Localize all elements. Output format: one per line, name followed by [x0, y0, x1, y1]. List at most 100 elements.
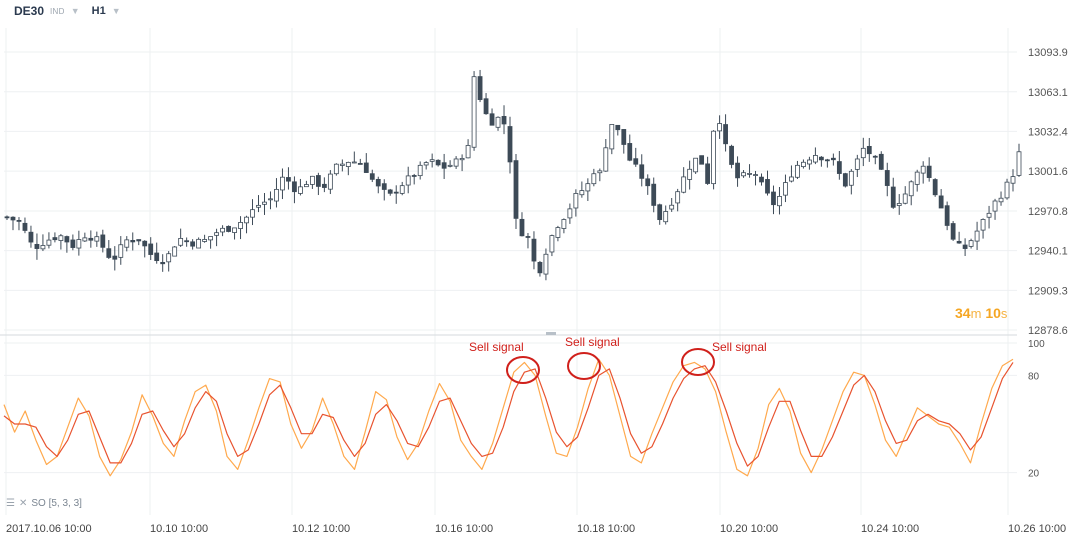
- candle: [537, 260, 543, 277]
- candle: [447, 160, 453, 168]
- candle: [333, 163, 339, 176]
- countdown-seconds-unit: s: [1000, 306, 1008, 321]
- candle: [100, 229, 106, 253]
- candle: [777, 187, 782, 215]
- osc-tick-label: 100: [1028, 339, 1045, 350]
- candle: [34, 233, 40, 260]
- candle: [232, 227, 237, 240]
- candle: [645, 174, 651, 195]
- time-tick-label: 10.18 10:00: [577, 523, 635, 535]
- chevron-down-icon[interactable]: ▼: [111, 6, 121, 16]
- candle: [184, 237, 190, 247]
- candle: [723, 114, 728, 152]
- candle: [298, 178, 303, 196]
- price-tick-label: 12878.6: [1028, 325, 1068, 337]
- candle: [747, 164, 752, 178]
- candle: [693, 157, 699, 174]
- candle: [830, 153, 836, 166]
- candle: [130, 232, 136, 251]
- sell-signal-circle: [506, 356, 540, 384]
- price-tick-label: 13032.4: [1028, 126, 1068, 138]
- candle: [866, 137, 872, 162]
- candle: [154, 242, 160, 264]
- time-tick-label: 10.10 10:00: [150, 523, 208, 535]
- candle: [106, 240, 112, 259]
- candle: [208, 236, 213, 249]
- time-tick-label: 10.26 10:00: [1008, 523, 1066, 535]
- sell-signal-label: Sell signal: [469, 340, 524, 354]
- candle: [124, 236, 130, 252]
- candle: [405, 166, 411, 194]
- candle: [807, 156, 812, 170]
- candle: [1016, 143, 1022, 177]
- candle: [711, 130, 717, 190]
- candle: [705, 156, 711, 185]
- candle: [118, 236, 124, 265]
- menu-icon[interactable]: ☰: [6, 498, 15, 509]
- candle: [585, 178, 591, 202]
- chevron-down-icon[interactable]: ▼: [70, 6, 80, 16]
- candle: [256, 195, 261, 213]
- candle: [980, 218, 986, 239]
- candle: [615, 124, 621, 136]
- oscillator-legend: ☰ ✕ SO [5, 3, 3]: [6, 498, 82, 509]
- candle: [801, 159, 806, 169]
- countdown-minutes-unit: m: [970, 306, 982, 321]
- candle: [339, 159, 345, 172]
- candle: [878, 151, 884, 171]
- candle: [435, 159, 441, 167]
- time-tick-label: 10.16 10:00: [435, 523, 493, 535]
- candle: [896, 194, 902, 215]
- stochastic-d-line: [3, 362, 1014, 467]
- candle: [477, 69, 483, 103]
- candle: [902, 186, 908, 205]
- candle: [190, 239, 196, 250]
- candle: [860, 137, 866, 167]
- symbol-label[interactable]: DE30: [14, 4, 45, 18]
- candle: [429, 153, 435, 168]
- candle: [82, 232, 88, 243]
- timeframe-selector[interactable]: H1: [91, 5, 106, 17]
- candle: [920, 161, 926, 184]
- candle: [363, 153, 369, 173]
- candle: [465, 139, 471, 159]
- sell-signal-circle: [567, 352, 601, 380]
- candle: [244, 215, 249, 234]
- candle: [262, 192, 267, 215]
- candle: [280, 168, 285, 200]
- candle: [968, 238, 974, 249]
- candle: [369, 169, 375, 183]
- candle: [872, 155, 878, 165]
- candle: [561, 218, 567, 234]
- candle: [226, 225, 231, 233]
- candle: [669, 198, 675, 212]
- candle: [938, 189, 944, 209]
- candle: [591, 168, 597, 187]
- candle: [112, 246, 118, 271]
- candle: [46, 232, 52, 249]
- candle: [250, 199, 255, 226]
- candle: [220, 225, 225, 237]
- candle: [321, 177, 327, 193]
- candle: [753, 170, 758, 186]
- candle: [513, 153, 519, 229]
- candle: [956, 231, 962, 244]
- candle: [304, 180, 309, 188]
- candle: [549, 234, 555, 257]
- candle: [759, 173, 764, 186]
- candle: [717, 115, 722, 139]
- candle: [651, 177, 657, 213]
- candle: [357, 158, 363, 165]
- candle: [64, 235, 70, 253]
- candle: [136, 239, 142, 246]
- candle: [818, 156, 824, 167]
- stochastic-k-line: [3, 358, 1014, 477]
- chart-toolbar: DE30 IND ▼ H1 ▼: [0, 0, 314, 22]
- candle: [76, 230, 82, 256]
- candle: [4, 215, 10, 221]
- close-icon[interactable]: ✕: [18, 498, 28, 509]
- candle: [471, 71, 477, 151]
- instrument-type-badge: IND: [50, 6, 65, 16]
- candle: [932, 178, 938, 197]
